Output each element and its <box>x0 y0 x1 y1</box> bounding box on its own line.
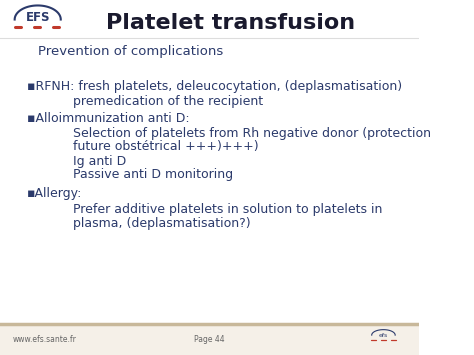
Text: efs: efs <box>379 333 388 338</box>
Text: Prevention of complications: Prevention of complications <box>38 45 223 58</box>
Text: Prefer additive platelets in solution to platelets in: Prefer additive platelets in solution to… <box>73 203 383 216</box>
Text: ▪Alloimmunization anti D:: ▪Alloimmunization anti D: <box>27 112 190 125</box>
Text: ▪Allergy:: ▪Allergy: <box>27 187 82 200</box>
Text: plasma, (deplasmatisation?): plasma, (deplasmatisation?) <box>73 217 251 230</box>
Text: Platelet transfusion: Platelet transfusion <box>106 13 355 33</box>
Text: premedication of the recipient: premedication of the recipient <box>73 95 264 108</box>
Text: EFS: EFS <box>26 11 50 24</box>
Text: future obstétrical +++)+++): future obstétrical +++)+++) <box>73 140 259 153</box>
Text: www.efs.sante.fr: www.efs.sante.fr <box>13 335 76 344</box>
Text: Page 44: Page 44 <box>194 335 225 344</box>
Text: Passive anti D monitoring: Passive anti D monitoring <box>73 168 234 181</box>
Text: Ig anti D: Ig anti D <box>73 155 127 168</box>
Text: ▪RFNH: fresh platelets, deleucocytation, (deplasmatisation): ▪RFNH: fresh platelets, deleucocytation,… <box>27 81 402 93</box>
Text: Selection of platelets from Rh negative donor (protection: Selection of platelets from Rh negative … <box>73 127 431 140</box>
Bar <box>0 324 419 355</box>
